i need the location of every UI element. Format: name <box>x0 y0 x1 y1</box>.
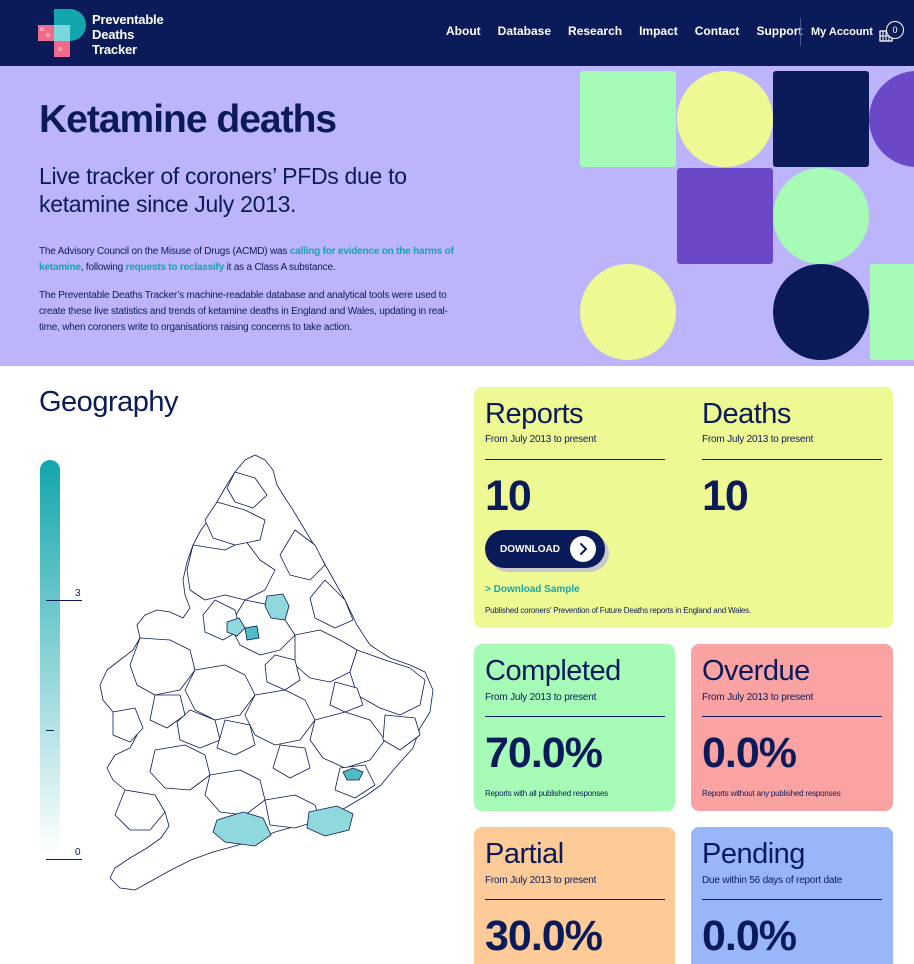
partial-value: 30.0% <box>485 912 603 960</box>
download-sample-link[interactable]: > Download Sample <box>485 584 580 595</box>
legend-label-min: 0 <box>75 847 81 858</box>
deaths-title: Deaths <box>702 398 791 430</box>
partial-subtitle: From July 2013 to present <box>485 875 597 886</box>
download-label: DOWNLOAD <box>500 544 560 555</box>
page-subtitle: Live tracker of coroners’ PFDs due to ke… <box>39 163 407 217</box>
reports-value: 10 <box>485 472 532 520</box>
hero-section: Ketamine deaths Live tracker of coroners… <box>0 66 914 366</box>
deaths-subtitle: From July 2013 to present <box>702 434 814 445</box>
map-region-highlight-london <box>342 767 364 781</box>
completed-subtitle: From July 2013 to present <box>485 692 597 703</box>
pending-value: 0.0% <box>702 912 797 960</box>
deco-circle-yellow-2 <box>580 264 676 360</box>
deco-square-purple <box>677 168 773 264</box>
my-account-link[interactable]: My Account <box>811 26 873 38</box>
completed-value: 70.0% <box>485 729 603 777</box>
legend-tick-max <box>46 600 82 601</box>
map-legend-gradient <box>40 460 60 854</box>
deco-circle-yellow <box>677 71 773 167</box>
legend-label-max: 3 <box>75 588 81 599</box>
reports-divider <box>485 459 665 460</box>
partial-divider <box>485 899 665 900</box>
pending-title: Pending <box>702 838 805 870</box>
nav-impact[interactable]: Impact <box>639 24 678 38</box>
completed-divider <box>485 716 665 717</box>
deco-circle-purple <box>869 71 914 167</box>
reports-deaths-card <box>474 387 893 628</box>
site-logo[interactable]: Preventable Deaths Tracker <box>38 9 178 59</box>
reports-subtitle: From July 2013 to present <box>485 434 597 445</box>
overdue-value: 0.0% <box>702 729 797 777</box>
download-button[interactable]: DOWNLOAD <box>485 530 605 568</box>
basket-count-badge: 0 <box>886 21 904 39</box>
reports-title: Reports <box>485 398 584 430</box>
geography-title: Geography <box>39 386 179 418</box>
deaths-value: 10 <box>702 472 749 520</box>
pending-card <box>691 827 893 964</box>
legend-tick-min <box>46 859 82 860</box>
overdue-footnote: Reports without any published responses <box>702 789 841 798</box>
map-region-highlight-west-2 <box>244 625 260 641</box>
overdue-divider <box>702 716 882 717</box>
nav-support[interactable]: Support <box>756 24 803 38</box>
acmd-evidence-link[interactable]: calling for evidence on the harms of ket… <box>39 246 454 273</box>
method-paragraph: The Preventable Deaths Tracker’s machine… <box>39 290 448 333</box>
overdue-title: Overdue <box>702 655 810 687</box>
nav-research[interactable]: Research <box>568 24 623 38</box>
completed-footnote: Reports with all published responses <box>485 789 609 798</box>
nav-contact[interactable]: Contact <box>694 24 740 38</box>
map-region-highlight-se <box>306 805 354 837</box>
overdue-card <box>691 644 893 811</box>
reclassify-link[interactable]: requests to reclassify <box>125 262 225 273</box>
deco-square-green-2 <box>870 264 914 360</box>
legend-tick-mid <box>46 730 54 731</box>
reports-note: Published coroners' Prevention of Future… <box>485 606 751 615</box>
intro-paragraph: The Advisory Council on the Misuse of Dr… <box>39 246 454 273</box>
nav-links: About Database Research Impact Contact S… <box>446 24 819 38</box>
deaths-divider <box>702 459 882 460</box>
nav-divider <box>800 18 801 46</box>
overdue-subtitle: From July 2013 to present <box>702 692 814 703</box>
map-region-highlight-north <box>264 593 290 621</box>
deco-circle-navy <box>773 264 869 360</box>
partial-title: Partial <box>485 838 564 870</box>
nav-about[interactable]: About <box>446 24 481 38</box>
arrow-right-icon <box>570 536 596 562</box>
completed-card <box>474 644 675 811</box>
pending-divider <box>702 899 882 900</box>
nav-database[interactable]: Database <box>497 24 552 38</box>
map-region-highlight-west-1 <box>226 617 246 637</box>
completed-title: Completed <box>485 655 621 687</box>
logo-mark-icon <box>38 9 86 57</box>
deco-square-green <box>580 71 676 167</box>
page-title: Ketamine deaths <box>39 98 337 141</box>
deco-circle-green <box>773 168 869 264</box>
deco-square-navy <box>773 71 869 167</box>
top-navbar: Preventable Deaths Tracker About Databas… <box>0 0 914 66</box>
pending-subtitle: Due within 56 days of report date <box>702 875 843 886</box>
partial-card <box>474 827 675 964</box>
map-region-highlight-sw <box>212 811 272 847</box>
logo-text: Preventable Deaths Tracker <box>92 12 164 57</box>
england-wales-map[interactable] <box>95 450 440 895</box>
